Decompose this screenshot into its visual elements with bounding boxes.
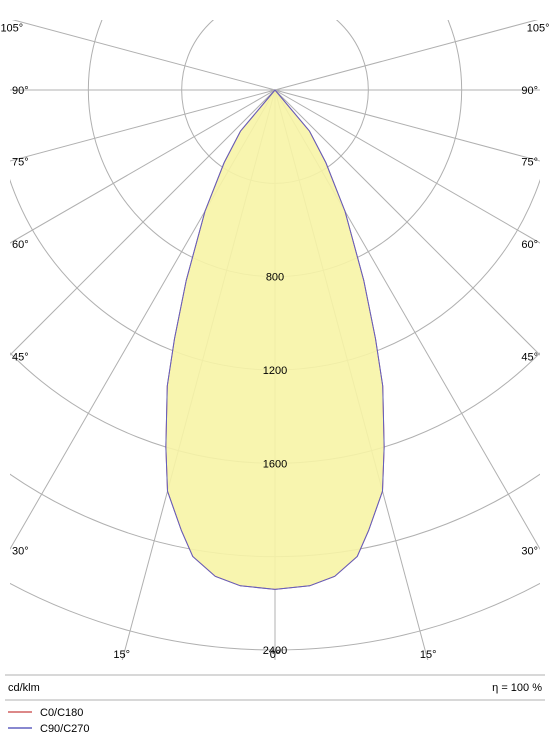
radial-tick-label: 1200	[263, 365, 287, 377]
angle-label: 90°	[12, 85, 29, 97]
angle-label: 45°	[521, 351, 538, 363]
angle-label: 90°	[521, 85, 538, 97]
angle-label: 105°	[527, 22, 550, 34]
angle-label: 30°	[521, 546, 538, 558]
angle-label: 30°	[12, 546, 29, 558]
angle-spoke	[0, 0, 275, 90]
angle-label: 75°	[12, 157, 29, 169]
angle-label: 60°	[521, 239, 538, 251]
angle-spoke	[275, 0, 550, 90]
angle-label: 60°	[12, 239, 29, 251]
angle-label: 45°	[12, 351, 29, 363]
unit-label: cd/klm	[8, 682, 40, 694]
efficiency-label: η = 100 %	[492, 682, 542, 694]
angle-label: 75°	[521, 157, 538, 169]
legend-label: C90/C270	[40, 723, 90, 735]
legend-label: C0/C180	[40, 707, 83, 719]
angle-label: 105°	[0, 22, 23, 34]
angle-label: 15°	[420, 649, 437, 661]
polar-intensity-chart: 8001200160024000°15°30°45°60°75°90°105°1…	[0, 0, 550, 750]
angle-label: 0°	[270, 649, 281, 661]
radial-tick-label: 1600	[263, 458, 287, 470]
intensity-fill	[166, 90, 384, 589]
plot-area: 800120016002400	[0, 0, 550, 750]
radial-tick-label: 800	[266, 272, 284, 284]
angle-label: 15°	[113, 649, 130, 661]
